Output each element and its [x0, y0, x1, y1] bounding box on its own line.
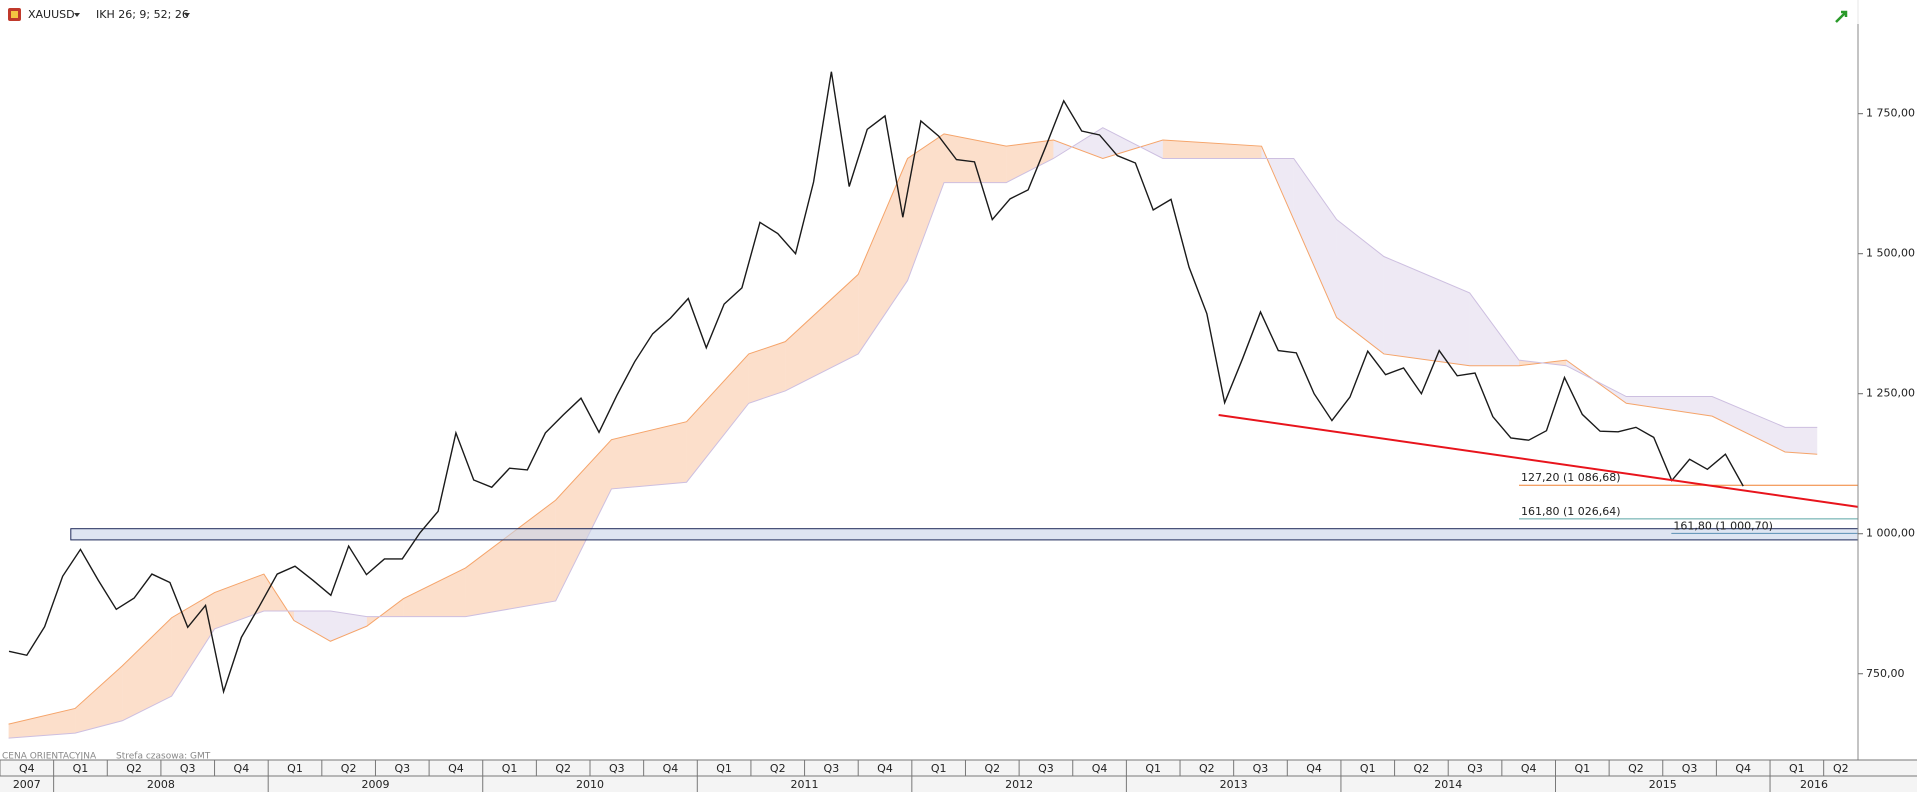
header-bar — [0, 0, 1917, 24]
year-label: 2016 — [1800, 778, 1828, 791]
cloud-segment — [1469, 292, 1520, 366]
cloud-segment — [686, 353, 749, 483]
quarter-label: Q4 — [234, 762, 250, 775]
symbol-name[interactable]: XAUUSD — [28, 8, 75, 21]
quarter-label: Q1 — [1360, 762, 1376, 775]
quarter-label: Q1 — [931, 762, 947, 775]
symbol-icon-inner — [11, 11, 18, 18]
quarter-label: Q1 — [502, 762, 518, 775]
indicator-dropdown[interactable] — [184, 13, 190, 17]
quarter-label: Q4 — [877, 762, 893, 775]
year-label: 2013 — [1220, 778, 1248, 791]
trendline — [1218, 414, 1859, 508]
cloud-segment — [1785, 427, 1818, 455]
cloud-segment — [1006, 140, 1054, 183]
fib-label: 127,20 (1 086,68) — [1521, 471, 1621, 484]
quarter-label: Q1 — [1789, 762, 1805, 775]
quarter-label: Q2 — [1414, 762, 1430, 775]
cloud-segment — [8, 708, 76, 739]
cloud-segment — [555, 439, 612, 601]
quarter-label: Q3 — [1467, 762, 1483, 775]
quarter-label: Q2 — [1199, 762, 1215, 775]
year-label: 2012 — [1005, 778, 1033, 791]
quarter-label: Q2 — [1628, 762, 1644, 775]
cloud-segment — [944, 133, 1007, 183]
year-label: 2011 — [791, 778, 819, 791]
fib-label: 161,80 (1 026,64) — [1521, 505, 1621, 518]
quarter-label: Q2 — [126, 762, 142, 775]
quarter-label: Q1 — [1574, 762, 1590, 775]
support-zone — [70, 528, 1859, 541]
cloud-segment — [330, 611, 367, 642]
quarter-label: Q4 — [1521, 762, 1537, 775]
cloud-segment — [403, 567, 466, 617]
quarter-label: Q1 — [287, 762, 303, 775]
quarter-label: Q4 — [1735, 762, 1751, 775]
y-tick-label: 750,00 — [1866, 667, 1905, 680]
quarter-label: Q4 — [663, 762, 679, 775]
price-line — [8, 71, 1744, 695]
quarter-label: Q2 — [984, 762, 1000, 775]
quarter-label: Q2 — [341, 762, 357, 775]
cloud-segment — [75, 665, 123, 734]
cloud-segment — [611, 421, 687, 489]
cloud-segment — [785, 274, 859, 391]
cloud-segment — [1336, 219, 1384, 354]
year-label: 2014 — [1434, 778, 1462, 791]
y-tick-label: 1 750,00 — [1866, 107, 1915, 120]
y-tick-label: 1 500,00 — [1866, 247, 1915, 260]
quarter-label: Q4 — [448, 762, 464, 775]
quarter-label: Q3 — [394, 762, 410, 775]
quarter-label: Q3 — [1038, 762, 1054, 775]
quarter-label: Q1 — [1145, 762, 1161, 775]
quarter-label: Q1 — [73, 762, 89, 775]
cloud-segment — [907, 133, 945, 281]
y-tick-label: 1 000,00 — [1866, 527, 1915, 540]
symbol-dropdown[interactable] — [74, 13, 80, 17]
quarter-label: Q3 — [180, 762, 196, 775]
quarter-label: Q1 — [716, 762, 732, 775]
quarter-label: Q4 — [1092, 762, 1108, 775]
quarter-label: Q4 — [19, 762, 35, 775]
quarter-label: Q3 — [609, 762, 625, 775]
trend-icon[interactable] — [1835, 10, 1848, 23]
cloud-segment — [122, 617, 172, 721]
year-label: 2008 — [147, 778, 175, 791]
quarter-label: Q3 — [824, 762, 840, 775]
year-label: 2007 — [13, 778, 41, 791]
cloud-segment — [858, 158, 908, 354]
price-axis-bg — [1858, 0, 1917, 792]
cloud-segment — [1712, 396, 1786, 452]
cloud-segment — [171, 592, 215, 697]
footer-price-note: CENA ORIENTACYJNA — [2, 752, 97, 762]
cloud-segment — [293, 611, 331, 642]
year-label: 2010 — [576, 778, 604, 791]
fib-label: 161,80 (1 000,70) — [1673, 519, 1773, 532]
quarter-label: Q2 — [555, 762, 571, 775]
cloud-segment — [748, 341, 786, 404]
quarter-label: Q3 — [1682, 762, 1698, 775]
cloud-segment — [1383, 256, 1470, 366]
year-label: 2015 — [1649, 778, 1677, 791]
quarter-label: Q3 — [1253, 762, 1269, 775]
quarter-label: Q2 — [1833, 762, 1849, 775]
indicator-name[interactable]: IKH 26; 9; 52; 26 — [96, 8, 189, 21]
footer-timezone: Strefa czasowa: GMT — [116, 752, 211, 762]
y-tick-label: 1 250,00 — [1866, 387, 1915, 400]
quarter-label: Q2 — [770, 762, 786, 775]
year-label: 2009 — [361, 778, 389, 791]
quarter-label: Q4 — [1306, 762, 1322, 775]
cloud-segment — [1293, 158, 1337, 318]
cloud-segment — [1626, 396, 1713, 417]
cloud-span-b — [8, 127, 1818, 739]
cloud-span-a — [8, 133, 1818, 725]
